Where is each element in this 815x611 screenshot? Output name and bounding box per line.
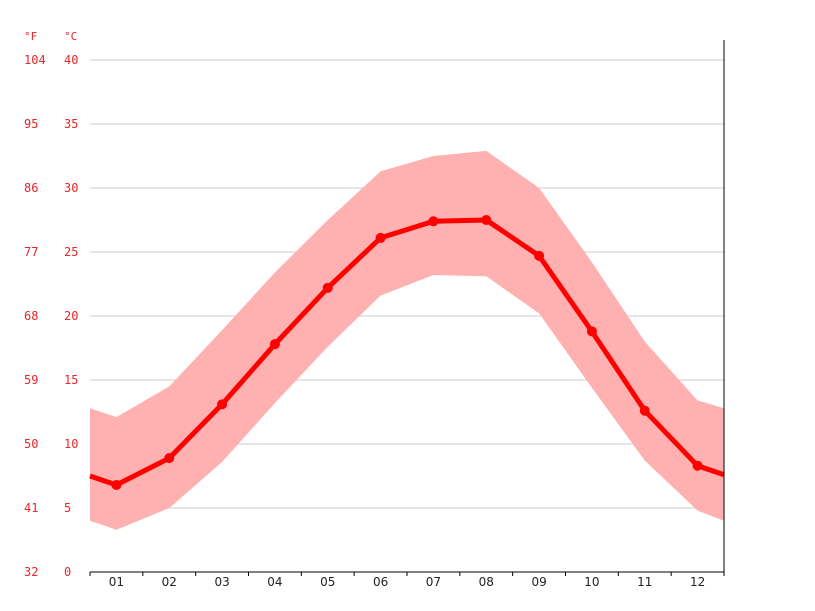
y-tick-label-celsius: 15 — [64, 373, 78, 387]
y-tick-label-celsius: 30 — [64, 181, 78, 195]
y-tick-label-fahrenheit: 86 — [24, 181, 38, 195]
mean-temperature-point — [534, 250, 545, 261]
y-tick-label-celsius: 25 — [64, 245, 78, 259]
x-tick-label: 11 — [637, 575, 652, 589]
y-tick-label-fahrenheit: 41 — [24, 501, 38, 515]
x-tick-label: 07 — [426, 575, 441, 589]
mean-temperature-points — [111, 215, 703, 490]
y-tick-label-fahrenheit: 104 — [24, 53, 46, 67]
axes — [89, 40, 725, 576]
mean-temperature-point — [481, 215, 492, 225]
mean-temperature-point — [269, 339, 280, 350]
y-tick-label-celsius: 35 — [64, 117, 78, 131]
x-tick-label: 02 — [162, 575, 177, 589]
mean-temperature-point — [217, 399, 228, 410]
mean-temperature-point — [428, 216, 439, 227]
y-tick-label-celsius: 5 — [64, 501, 71, 515]
y-tick-label-fahrenheit: 68 — [24, 309, 38, 323]
mean-temperature-point — [164, 453, 175, 464]
x-tick-labels: 01 02 03 04 05 06 07 08 09 10 11 12 — [109, 575, 705, 589]
y-tick-label-celsius: 10 — [64, 437, 78, 451]
y-tick-labels: 0 32 5 41 10 50 15 59 20 68 25 77 30 86 35 95 40 104 — [24, 53, 78, 579]
x-tick-label: 04 — [267, 575, 282, 589]
mean-temperature-point — [639, 405, 650, 416]
y-tick-label-celsius: 20 — [64, 309, 78, 323]
mean-temperature-line — [89, 217, 725, 488]
x-tick-label: 09 — [531, 575, 546, 589]
x-tick-label: 03 — [214, 575, 229, 589]
temperature-range-band — [90, 150, 724, 530]
y-tick-label-fahrenheit: 50 — [24, 437, 38, 451]
mean-temperature-point — [692, 460, 703, 471]
y-tick-label-fahrenheit: 32 — [24, 565, 38, 579]
y-tick-label-fahrenheit: 59 — [24, 373, 38, 387]
mean-temperature-point — [322, 282, 333, 293]
x-tick-label: 08 — [479, 575, 494, 589]
celsius-unit-label: °C — [64, 30, 77, 43]
fahrenheit-unit-label: °F — [24, 30, 37, 43]
mean-temperature-point — [586, 326, 597, 337]
x-tick-label: 10 — [584, 575, 599, 589]
x-tick-label: 05 — [320, 575, 335, 589]
mean-temperature-point — [111, 479, 122, 490]
x-tick-label: 01 — [109, 575, 124, 589]
y-tick-label-celsius: 0 — [64, 565, 71, 579]
y-tick-label-fahrenheit: 77 — [24, 245, 38, 259]
y-tick-label-fahrenheit: 95 — [24, 117, 38, 131]
mean-temperature-point — [375, 232, 386, 243]
x-tick-label: 06 — [373, 575, 388, 589]
x-tick-label: 12 — [690, 575, 705, 589]
y-tick-label-celsius: 40 — [64, 53, 78, 67]
